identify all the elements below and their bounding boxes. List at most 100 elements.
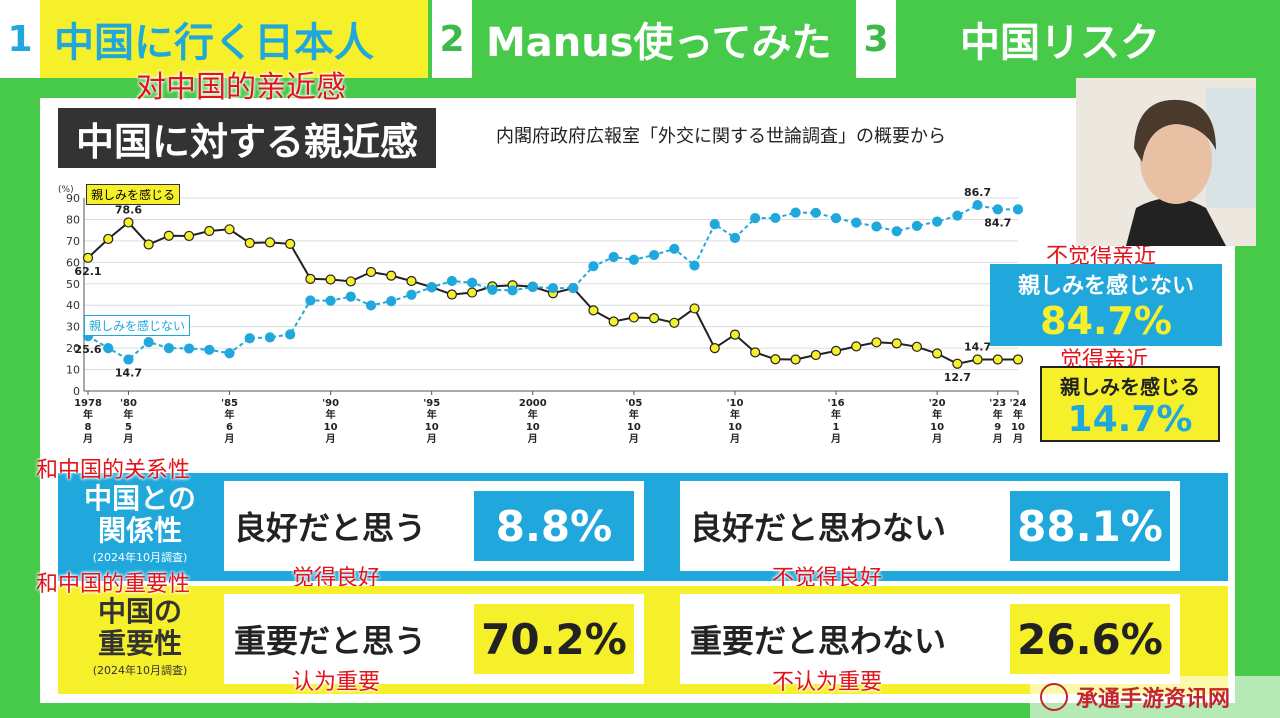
x-tick-label: 月 xyxy=(830,433,841,445)
data-point-affinity xyxy=(790,354,801,365)
tab-china-risk[interactable]: 3 中国リスク xyxy=(856,0,1280,78)
x-tick-label: 月 xyxy=(82,433,93,445)
tab-label: 中国に行く日本人 xyxy=(40,0,374,78)
x-tick-label: 10 xyxy=(627,422,641,433)
data-label: 25.6 xyxy=(74,343,101,356)
row-survey-date: (2024年10月調査) xyxy=(92,664,188,677)
y-tick-label: 0 xyxy=(73,385,80,398)
data-point-affinity xyxy=(911,341,923,352)
stat-question: 良好だと思わない xyxy=(690,509,947,547)
data-point-no-affinity xyxy=(770,212,781,224)
x-tick-label: '20 xyxy=(929,398,946,409)
x-tick-label: 9 xyxy=(994,422,1001,433)
x-tick-label: 年 xyxy=(326,408,336,421)
x-tick-label: 1 xyxy=(833,422,840,433)
x-tick-label: 5 xyxy=(125,422,132,433)
y-tick-label: 30 xyxy=(66,321,80,334)
row-heading-line2: 重要性 xyxy=(97,627,182,660)
callout-value: 84.7% xyxy=(1040,299,1172,343)
tab-china-travel[interactable]: 1 中国に行く日本人 xyxy=(0,0,428,78)
data-point-affinity xyxy=(830,345,842,356)
data-point-affinity xyxy=(264,237,276,248)
tab-label: Manus使ってみた xyxy=(486,20,832,66)
presenter-video xyxy=(1076,78,1256,246)
data-point-no-affinity xyxy=(446,275,458,287)
data-point-affinity xyxy=(204,225,215,237)
x-tick-label: 8 xyxy=(85,422,92,433)
data-point-affinity xyxy=(871,337,882,348)
stat-value: 8.8% xyxy=(474,491,634,561)
stat-value: 70.2% xyxy=(474,604,634,674)
y-tick-label: 90 xyxy=(66,192,80,205)
data-point-no-affinity xyxy=(386,296,397,307)
data-point-affinity xyxy=(932,348,943,359)
annotation-top: 对中国的亲近感 xyxy=(136,70,346,105)
x-tick-label: '90 xyxy=(322,398,339,409)
x-tick-label: 年 xyxy=(528,408,538,421)
data-point-affinity xyxy=(952,358,963,369)
tab-manus[interactable]: 2 Manus使ってみた xyxy=(432,0,850,78)
x-tick-label: '16 xyxy=(828,398,845,409)
annotation-not-important: 不认为重要 xyxy=(772,670,883,695)
x-tick-label: 月 xyxy=(122,433,133,445)
x-tick-label: 月 xyxy=(931,433,942,445)
data-point-affinity xyxy=(689,303,700,314)
data-point-affinity xyxy=(669,317,680,328)
data-point-no-affinity xyxy=(244,333,255,344)
data-label: 14.7 xyxy=(964,340,991,353)
x-tick-label: 年 xyxy=(123,408,133,421)
y-tick-label: 40 xyxy=(66,299,80,312)
x-tick-label: 月 xyxy=(426,433,437,445)
data-point-no-affinity xyxy=(871,221,882,232)
data-point-affinity xyxy=(648,312,660,324)
data-point-no-affinity xyxy=(689,260,700,271)
data-point-no-affinity xyxy=(669,243,680,254)
tab-number: 3 xyxy=(856,0,896,78)
data-point-no-affinity xyxy=(830,213,842,224)
watermark: 承通手游资讯网 xyxy=(1030,676,1280,718)
data-point-affinity xyxy=(1012,354,1024,365)
data-point-affinity xyxy=(163,230,174,241)
x-tick-label: 月 xyxy=(1012,433,1023,445)
x-tick-label: '10 xyxy=(726,398,743,409)
y-tick-label: 70 xyxy=(66,235,80,248)
data-point-no-affinity xyxy=(406,289,417,300)
data-point-affinity xyxy=(729,329,741,340)
legend-no-affinity: 親しみを感じない xyxy=(84,315,191,336)
x-tick-label: 2000 xyxy=(519,398,547,409)
data-point-no-affinity xyxy=(285,329,296,340)
x-tick-label: 年 xyxy=(932,408,942,421)
data-point-affinity xyxy=(365,266,377,278)
y-tick-label: 20 xyxy=(66,342,80,355)
data-point-no-affinity xyxy=(911,220,923,231)
row-survey-date: (2024年10月調査) xyxy=(92,551,188,564)
y-tick-label: 50 xyxy=(66,278,80,291)
x-tick-label: 10 xyxy=(728,422,742,433)
callout-label: 親しみを感じる xyxy=(1060,375,1200,399)
row-heading: 中国との 関係性 (2024年10月調査) xyxy=(58,473,222,581)
x-tick-label: '85 xyxy=(221,398,238,409)
annotation-important: 认为重要 xyxy=(292,670,381,695)
data-label: 12.7 xyxy=(944,371,971,384)
data-point-no-affinity xyxy=(345,291,356,302)
data-point-no-affinity xyxy=(750,213,761,224)
data-point-no-affinity xyxy=(891,226,902,237)
row-heading: 中国の 重要性 (2024年10月調査) xyxy=(58,586,222,694)
data-label: 78.6 xyxy=(115,203,142,216)
data-point-affinity xyxy=(123,217,134,228)
data-point-affinity xyxy=(345,276,356,287)
data-point-affinity xyxy=(972,354,983,365)
data-point-no-affinity xyxy=(224,348,235,359)
x-tick-label: 年 xyxy=(1013,408,1023,421)
data-point-affinity xyxy=(992,354,1003,365)
data-point-no-affinity xyxy=(1012,204,1024,215)
data-point-no-affinity xyxy=(628,254,639,265)
x-tick-label: 月 xyxy=(527,433,538,445)
callout-no-affinity: 親しみを感じない 84.7% xyxy=(990,264,1222,346)
data-point-no-affinity xyxy=(952,210,963,221)
x-tick-label: 月 xyxy=(628,433,639,445)
data-point-affinity xyxy=(891,338,902,349)
x-tick-label: 1978 xyxy=(74,398,102,409)
data-point-no-affinity xyxy=(932,216,943,227)
